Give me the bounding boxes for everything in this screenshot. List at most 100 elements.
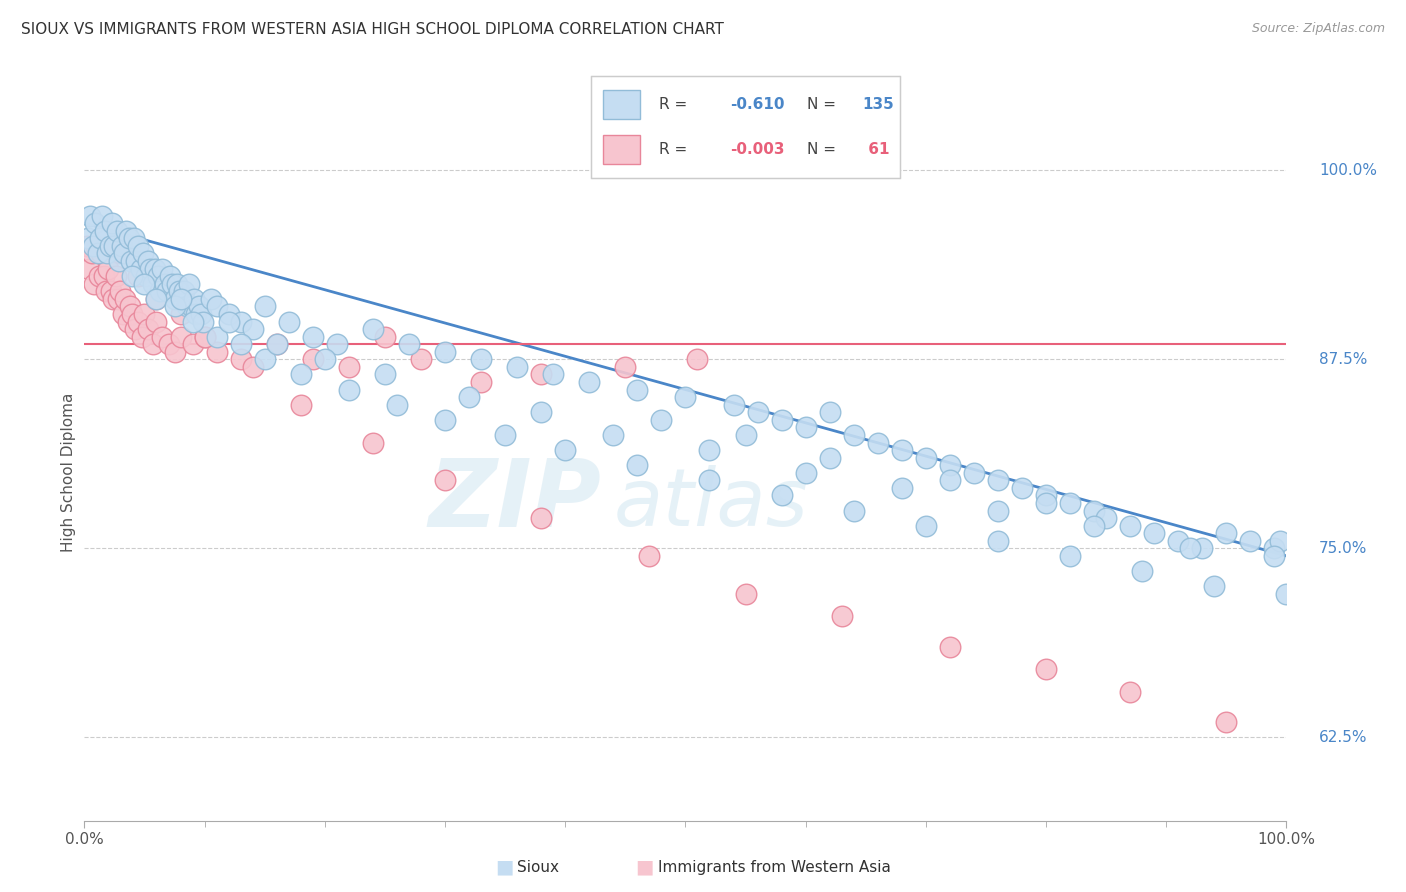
Point [1215, 715, 1237, 730]
Point [699, 473, 721, 487]
Point [142, 277, 165, 291]
Point [734, 587, 756, 601]
Point [122, 231, 145, 245]
Point [127, 239, 149, 253]
Point [1263, 549, 1285, 563]
Point [166, 277, 188, 291]
Point [242, 359, 264, 374]
Point [229, 352, 252, 367]
Text: -0.610: -0.610 [730, 97, 785, 112]
Point [218, 314, 240, 328]
Point [101, 216, 124, 230]
Point [699, 443, 721, 458]
Point [939, 473, 962, 487]
Point [93, 269, 115, 284]
Point [152, 329, 174, 343]
Point [77, 261, 100, 276]
Point [1119, 685, 1142, 699]
Point [169, 292, 191, 306]
Point [866, 435, 889, 450]
Point [183, 292, 205, 306]
Point [915, 518, 938, 533]
Point [94, 285, 117, 299]
Point [193, 314, 215, 328]
Point [186, 307, 208, 321]
Point [398, 337, 420, 351]
Point [374, 329, 396, 343]
Point [1035, 496, 1057, 510]
Point [409, 352, 432, 367]
Point [205, 344, 228, 359]
Point [134, 307, 156, 321]
Point [112, 246, 135, 260]
Point [541, 368, 564, 382]
Text: R =: R = [658, 142, 692, 157]
Point [361, 322, 384, 336]
Point [770, 488, 793, 502]
Point [1119, 518, 1142, 533]
Text: 61: 61 [863, 142, 889, 157]
Point [470, 375, 492, 389]
Point [1130, 564, 1153, 578]
Point [1180, 541, 1202, 556]
Point [494, 428, 516, 442]
Point [110, 285, 132, 299]
Point [1270, 533, 1292, 548]
Point [506, 359, 529, 374]
Point [177, 277, 200, 291]
Point [1263, 541, 1285, 556]
Text: Source: ZipAtlas.com: Source: ZipAtlas.com [1251, 22, 1385, 36]
Point [194, 329, 217, 343]
Point [160, 277, 183, 291]
Point [194, 329, 217, 343]
Point [1035, 662, 1057, 676]
Point [626, 458, 648, 473]
Point [98, 239, 121, 253]
Point [458, 390, 481, 404]
Point [176, 299, 198, 313]
Point [124, 322, 146, 336]
Point [650, 413, 672, 427]
Point [127, 314, 149, 328]
Text: N =: N = [807, 142, 841, 157]
Point [118, 299, 141, 313]
Point [301, 329, 323, 343]
Y-axis label: High School Diploma: High School Diploma [60, 393, 76, 552]
Point [156, 285, 179, 299]
Point [818, 405, 841, 419]
Point [1059, 549, 1081, 563]
Text: Sioux: Sioux [517, 860, 560, 874]
Point [290, 368, 312, 382]
Point [915, 450, 938, 465]
Point [149, 285, 172, 299]
Text: N =: N = [807, 97, 841, 112]
Point [626, 383, 648, 397]
Point [723, 398, 745, 412]
Point [686, 352, 709, 367]
Point [127, 269, 149, 284]
Point [97, 261, 120, 276]
Point [136, 254, 159, 268]
Point [115, 224, 138, 238]
Point [770, 413, 793, 427]
Point [103, 239, 125, 253]
Text: ZIP: ZIP [429, 455, 602, 547]
Point [153, 277, 176, 291]
Point [190, 307, 212, 321]
Point [602, 428, 624, 442]
Point [146, 269, 169, 284]
Point [169, 307, 191, 321]
Point [290, 398, 312, 412]
Text: SIOUX VS IMMIGRANTS FROM WESTERN ASIA HIGH SCHOOL DIPLOMA CORRELATION CHART: SIOUX VS IMMIGRANTS FROM WESTERN ASIA HI… [21, 22, 724, 37]
Point [1215, 526, 1237, 541]
Point [111, 307, 134, 321]
Text: 62.5%: 62.5% [1319, 730, 1367, 745]
Point [939, 640, 962, 654]
Point [987, 473, 1010, 487]
Text: Immigrants from Western Asia: Immigrants from Western Asia [658, 860, 891, 874]
Point [842, 503, 865, 517]
Point [79, 209, 101, 223]
Point [121, 269, 143, 284]
Point [266, 337, 288, 351]
Point [578, 375, 600, 389]
